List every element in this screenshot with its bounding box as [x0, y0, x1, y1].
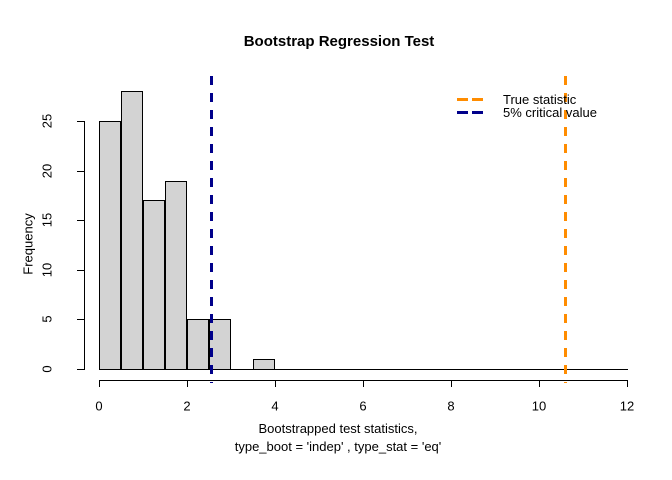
x-axis-tick [363, 380, 364, 387]
x-axis-tick [275, 380, 276, 387]
vline-5-critical-value [209, 76, 213, 383]
x-tick-label: 8 [447, 398, 455, 414]
y-axis-tick [77, 220, 84, 221]
x-tick-label: 6 [359, 398, 367, 414]
chart-title: Bootstrap Regression Test [243, 33, 435, 50]
y-axis-line [84, 121, 85, 370]
x-tick-label: 0 [95, 398, 103, 414]
histogram-bar [209, 319, 231, 370]
y-axis-tick [77, 270, 84, 271]
histogram-bar [121, 91, 143, 370]
histogram-bar [253, 359, 275, 370]
histogram-baseline [99, 369, 628, 370]
navy-dashed-line-icon [457, 111, 483, 114]
histogram-bar [187, 319, 209, 370]
x-tick-label: 10 [531, 398, 547, 414]
legend-label: True statistic [503, 92, 577, 107]
x-axis-label-line1: Bootstrapped test statistics, [258, 421, 418, 436]
x-axis-label-line2: type_boot = 'indep' , type_stat = 'eq' [234, 439, 442, 454]
histogram-bar [99, 121, 121, 370]
y-axis-tick [77, 369, 84, 370]
x-tick-label: 12 [619, 398, 635, 414]
x-axis-tick [627, 380, 628, 387]
y-tick-label: 0 [39, 365, 55, 373]
y-tick-label: 15 [39, 212, 55, 228]
x-axis-tick [99, 380, 100, 387]
x-axis-tick [187, 380, 188, 387]
x-axis-tick [539, 380, 540, 387]
y-axis-tick [77, 171, 84, 172]
y-tick-label: 20 [39, 163, 55, 179]
histogram-bar [165, 181, 187, 370]
vline-true-statistic [563, 76, 567, 383]
y-axis-tick [77, 121, 84, 122]
x-tick-label: 4 [271, 398, 279, 414]
x-axis-tick [451, 380, 452, 387]
orange-dashed-line-icon [457, 98, 483, 101]
y-tick-label: 25 [39, 113, 55, 129]
x-tick-label: 2 [183, 398, 191, 414]
y-axis-label: Frequency [20, 213, 36, 275]
y-tick-label: 5 [39, 315, 55, 323]
y-tick-label: 10 [39, 262, 55, 278]
histogram-bar [143, 200, 165, 370]
y-axis-tick [77, 319, 84, 320]
legend-label: 5% critical value [503, 105, 597, 120]
